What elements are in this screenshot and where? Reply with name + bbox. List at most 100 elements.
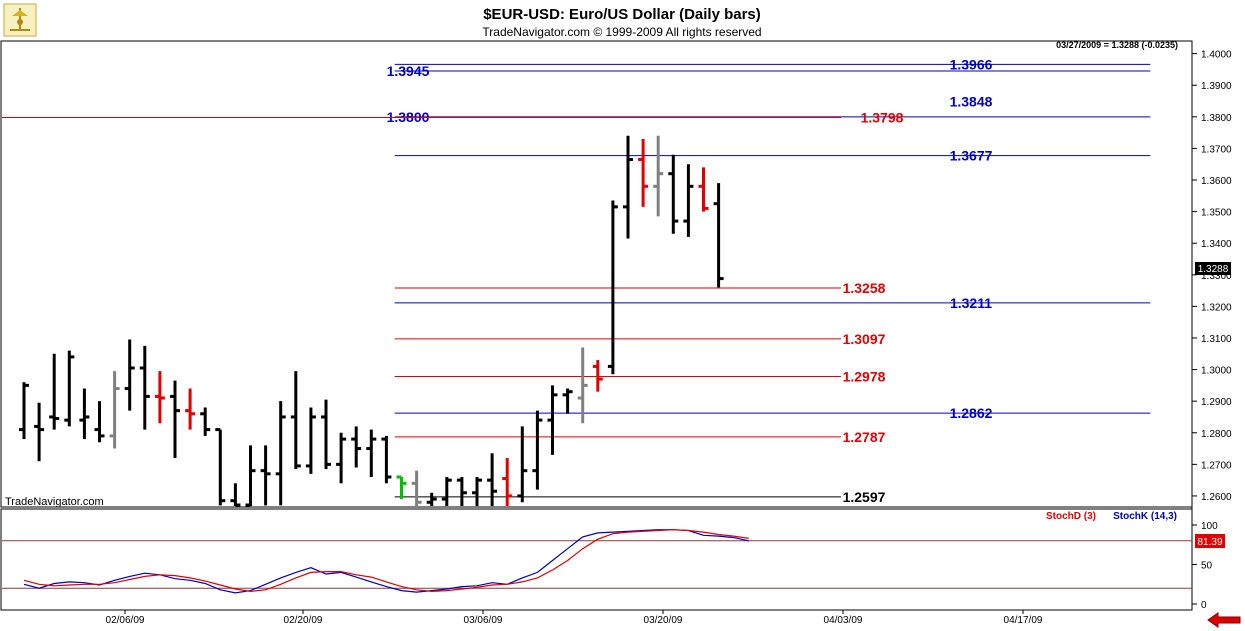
level-label: 1.3945: [387, 63, 430, 79]
y-tick-label: 1.2900: [1201, 397, 1232, 408]
stoch-last-label: 81.39: [1197, 537, 1222, 548]
ohlc-bar: [64, 350, 75, 427]
ohlc-bars: [19, 135, 724, 507]
ohlc-bar: [532, 410, 543, 490]
y-tick-label: 1.3500: [1201, 208, 1232, 219]
stochastic-indicator: 0 50 100: [2, 521, 1218, 611]
y-tick-label: 1.2600: [1201, 492, 1232, 503]
ohlc-bar: [683, 164, 694, 237]
ohlc-bar: [260, 445, 271, 506]
ohlc-bar: [456, 476, 467, 506]
fib-levels: 1.3966 1.3945 1.3848 1.3800 1.3798 1.3677 1.32…: [2, 56, 1151, 505]
y-tick-label: 1.2700: [1201, 460, 1232, 471]
last-price-label: 1.3288: [1198, 264, 1229, 275]
y-tick-label: 1.3300: [1201, 271, 1232, 282]
ohlc-bar: [713, 183, 724, 288]
trade-navigator-logo-icon: [3, 3, 37, 37]
ohlc-bar: [154, 371, 165, 424]
level-label: 1.2978: [843, 369, 886, 385]
chart-title: $EUR-USD: Euro/US Dollar (Daily bars): [483, 6, 761, 23]
chart-subtitle: TradeNavigator.com © 1999-2009 All right…: [482, 25, 761, 39]
ohlc-bar: [653, 135, 664, 217]
scroll-right-arrow-icon[interactable]: [1203, 612, 1243, 629]
ohlc-bar: [381, 435, 392, 484]
ohlc-bar: [547, 385, 558, 455]
y-tick-label: 1.2800: [1201, 429, 1232, 440]
ohlc-bar: [577, 347, 588, 424]
y-tick-label: 1.3800: [1201, 113, 1232, 124]
ohlc-bar: [698, 167, 709, 212]
ohlc-bar: [109, 371, 120, 449]
level-label: 1.3258: [843, 280, 886, 296]
y-tick-label: 1.3000: [1201, 366, 1232, 377]
level-label: 1.3848: [950, 94, 993, 110]
level-label: 1.2597: [843, 489, 886, 505]
ohlc-bar: [19, 382, 29, 440]
ohlc-bar: [200, 407, 211, 436]
x-tick-label: 04/03/09: [824, 615, 863, 626]
ohlc-bar: [426, 492, 437, 506]
x-tick-label: 03/06/09: [464, 615, 503, 626]
ohlc-bar: [668, 154, 679, 234]
ohlc-bar: [79, 388, 90, 440]
ohlc-bar: [321, 399, 331, 470]
x-tick-label: 02/06/09: [106, 615, 145, 626]
ohlc-bar: [215, 428, 226, 506]
level-label: 1.2787: [843, 429, 886, 445]
level-label: 1.3677: [950, 148, 993, 164]
ohlc-bar: [124, 339, 135, 411]
ohlc-bar: [245, 445, 256, 507]
ohlc-bar: [638, 138, 649, 207]
ohlc-bar: [472, 476, 482, 506]
level-label: 1.3800: [387, 109, 430, 125]
level-label: 1.3211: [950, 295, 992, 311]
quote-readout: 03/27/2009 = 1.3288 (-0.0235): [1056, 40, 1178, 50]
stoch-k-line: [23, 529, 749, 594]
level-label: 1.3097: [843, 331, 886, 347]
y-tick-label: 1.3900: [1201, 81, 1232, 92]
y-tick-label: 1.3200: [1201, 302, 1232, 313]
stoch-k-legend: StochK (14,3): [1113, 511, 1177, 522]
level-label: 1.2862: [950, 405, 993, 421]
ohlc-bar: [185, 388, 196, 430]
y-tick-label: 1.3600: [1201, 176, 1232, 187]
ohlc-bar: [34, 402, 45, 462]
ohlc-bar: [592, 360, 603, 392]
stoch-d-line: [23, 529, 749, 593]
ohlc-bar: [170, 380, 180, 459]
level-label: 1.3966: [950, 56, 993, 72]
ohlc-bar: [49, 353, 60, 430]
stoch-y-tick-label: 0: [1201, 600, 1207, 611]
y-tick-label: 1.3700: [1201, 144, 1232, 155]
ohlc-bar: [351, 426, 362, 468]
price-axis: 1.2600 1.2700 1.2800 1.2900 1.3000 1.3100 1.32…: [1192, 50, 1232, 503]
y-tick-label: 1.4000: [1201, 50, 1232, 61]
ohlc-bar: [502, 458, 513, 506]
ohlc-bar: [336, 432, 347, 484]
y-tick-label: 1.3100: [1201, 334, 1232, 345]
x-tick-label: 02/20/09: [284, 615, 323, 626]
ohlc-bar: [305, 407, 316, 474]
ohlc-bar: [517, 426, 528, 503]
date-axis: 02/06/09 02/20/09 03/06/09 03/20/09 04/03/09…: [106, 610, 1043, 626]
ohlc-bar: [366, 429, 377, 477]
watermark-text: TradeNavigator.com: [5, 496, 104, 508]
ohlc-bar: [396, 475, 407, 500]
ohlc-bar: [290, 371, 301, 470]
x-tick-label: 04/17/09: [1004, 615, 1043, 626]
stoch-last-tag: [1195, 534, 1225, 548]
x-tick-label: 03/20/09: [644, 615, 683, 626]
ohlc-bar: [607, 200, 618, 375]
ohlc-bar: [94, 401, 105, 443]
level-label: 1.3798: [861, 109, 904, 125]
ohlc-bar: [441, 476, 452, 506]
ohlc-bar: [230, 483, 241, 507]
stoch-y-tick-label: 50: [1201, 561, 1213, 572]
stoch-d-legend: StochD (3): [1046, 511, 1096, 522]
ohlc-bar: [411, 470, 422, 506]
ohlc-bar: [562, 388, 573, 414]
ohlc-bar: [623, 135, 633, 239]
last-price-tag: [1195, 262, 1231, 275]
